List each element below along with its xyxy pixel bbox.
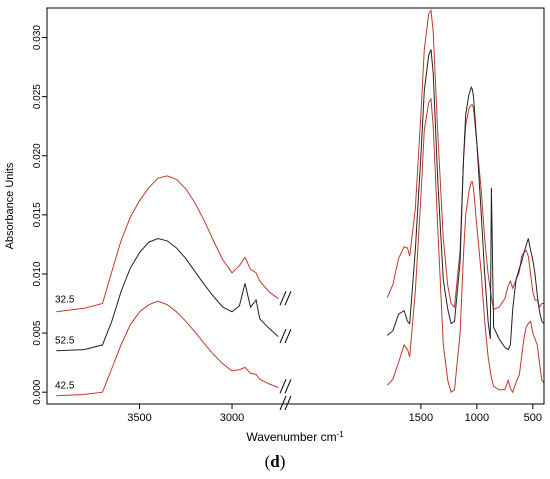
- break-mark: [279, 291, 287, 306]
- break-mark: [284, 328, 292, 344]
- x-tick-label: 1500: [409, 412, 433, 424]
- series-line-42-5-left: [56, 300, 279, 397]
- break-mark: [284, 291, 292, 306]
- break-mark: [279, 379, 287, 394]
- figure-panel-letter: d: [270, 452, 280, 471]
- axis-break-marks: [279, 291, 292, 411]
- series-labels: 32.5 52.5 42.5: [55, 294, 75, 391]
- y-tick-label: 0.015: [32, 202, 43, 227]
- y-tick-label: 0.025: [32, 84, 43, 109]
- series-line-32-5-left: [56, 175, 279, 313]
- y-axis: 0.000 0.005 0.010 0.015 0.020 0.025 0.030: [32, 25, 47, 405]
- plot-frame: [46, 7, 545, 405]
- break-mark: [279, 328, 287, 344]
- y-axis-label: Absorbance Units: [4, 162, 16, 249]
- y-tick-label: 0.020: [32, 143, 43, 168]
- series-annotation: 52.5: [55, 336, 75, 347]
- x-axis: 3500 3000 1500 1000 500: [127, 404, 542, 424]
- series-line-52-5-left: [56, 237, 279, 352]
- series-annotation: 42.5: [55, 381, 75, 392]
- axis-break-mark: [284, 395, 292, 411]
- y-tick-label: 0.010: [32, 261, 43, 286]
- x-axis-label-exponent: -1: [337, 430, 345, 439]
- axis-break-mark: [279, 395, 287, 411]
- series-line-42-5-right: [386, 97, 544, 394]
- y-tick-label: 0.030: [32, 25, 43, 50]
- y-tick-label: 0.005: [32, 320, 43, 345]
- x-axis-label-text: Wavenumber cm: [246, 430, 336, 444]
- x-tick-label: 1000: [465, 412, 489, 424]
- y-tick-label: 0.000: [32, 379, 43, 404]
- break-mark: [284, 379, 292, 394]
- series-line-52-5-right: [386, 49, 544, 351]
- series-layer: [56, 8, 544, 397]
- x-tick-label: 3000: [220, 412, 244, 424]
- x-axis-label: Wavenumber cm-1: [246, 430, 344, 444]
- series-annotation: 32.5: [55, 294, 75, 305]
- x-tick-label: 500: [524, 412, 542, 424]
- x-tick-label: 3500: [127, 412, 151, 424]
- figure-panel-label: (d): [264, 452, 286, 471]
